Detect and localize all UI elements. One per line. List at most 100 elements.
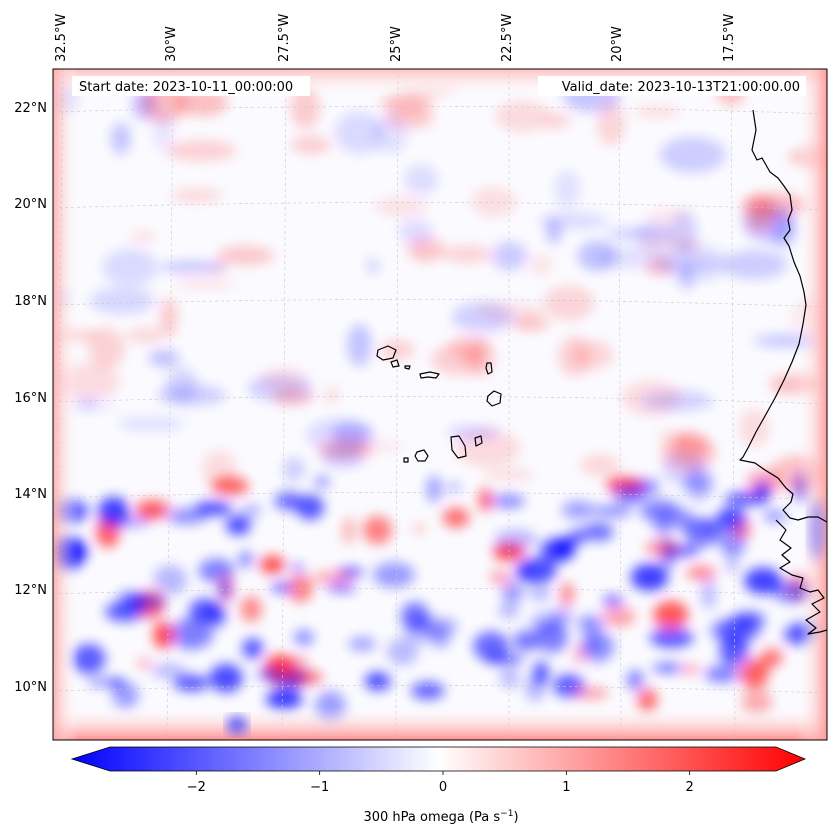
omega-blob	[661, 435, 716, 470]
island-brava	[403, 457, 409, 463]
omega-blob	[410, 681, 445, 700]
omega-blob	[225, 515, 251, 535]
omega-blob	[744, 567, 782, 595]
omega-blob	[582, 523, 614, 541]
omega-blob	[491, 241, 528, 271]
omega-blob	[400, 602, 430, 631]
omega-blob	[320, 447, 365, 468]
meridian-line	[618, 69, 622, 740]
omega-blob	[442, 245, 492, 263]
omega-blob	[554, 170, 581, 208]
omega-blob	[761, 655, 780, 668]
omega-blob	[287, 574, 313, 603]
omega-blob	[173, 675, 210, 692]
omega-blob	[72, 643, 106, 674]
map-panel: Start date: 2023-10-11_00:00:00 Valid_da…	[14, 14, 828, 741]
lat-label: 12°N	[14, 583, 47, 598]
omega-blob	[470, 186, 517, 218]
omega-blob	[374, 196, 428, 217]
colorbar-tick-label: −1	[310, 780, 329, 795]
omega-blob	[494, 529, 538, 550]
lat-label: 16°N	[14, 391, 47, 406]
colorbar-body	[70, 746, 807, 772]
island-sal	[485, 362, 493, 375]
omega-blob	[112, 681, 139, 709]
omega-blob	[207, 603, 226, 628]
omega-blob	[700, 578, 717, 610]
lon-label: 27.5°W	[277, 14, 292, 62]
omega-blob	[479, 487, 492, 512]
cape-verde-islands	[376, 345, 502, 463]
lon-label: 32.5°W	[54, 14, 69, 62]
omega-blob	[568, 529, 587, 545]
omega-blob	[277, 656, 309, 669]
omega-blob	[311, 570, 354, 585]
omega-blob	[334, 111, 385, 155]
omega-blob	[160, 297, 178, 339]
omega-blob	[542, 112, 571, 129]
omega-blob	[348, 636, 376, 652]
omega-blob	[605, 228, 672, 239]
omega-blob	[314, 476, 330, 488]
lon-label: 30°W	[164, 26, 179, 62]
omega-blob	[283, 457, 305, 482]
omega-blob	[483, 469, 536, 481]
island-sao-vicente	[390, 359, 400, 368]
start-date-label: Start date: 2023-10-11_00:00:00	[79, 80, 293, 95]
omega-blob	[724, 559, 740, 572]
colorbar-label: 300 hPa omega (Pa s−1)	[363, 809, 518, 825]
omega-blob	[111, 678, 124, 688]
omega-blob	[626, 669, 644, 691]
omega-blob	[293, 629, 314, 646]
colorbar-tick-label: −2	[187, 780, 206, 795]
omega-blob	[290, 87, 321, 129]
omega-blob	[325, 385, 339, 405]
africa-coastline	[739, 109, 827, 635]
omega-blob	[296, 494, 324, 520]
omega-blob	[652, 663, 684, 673]
omega-blob	[489, 571, 512, 584]
lon-label: 22.5°W	[500, 14, 515, 62]
parallel-line	[53, 202, 827, 211]
omega-blob	[166, 508, 208, 525]
omega-blob	[153, 621, 174, 649]
omega-blob	[169, 618, 214, 650]
omega-blob	[257, 668, 282, 681]
omega-blob	[150, 663, 187, 679]
omega-blob	[762, 511, 788, 522]
omega-blob	[89, 287, 156, 315]
island-fogo	[414, 449, 429, 462]
omega-blob	[240, 503, 262, 518]
valid-date-box	[538, 76, 806, 96]
omega-blob	[454, 429, 521, 468]
omega-blob	[242, 638, 264, 659]
omega-blob	[717, 616, 762, 644]
omega-blob	[209, 663, 243, 693]
omega-blob	[366, 258, 380, 274]
omega-blob	[577, 615, 604, 634]
omega-blob	[770, 211, 797, 249]
island-santo-antao	[376, 345, 397, 361]
lat-label: 18°N	[14, 294, 47, 309]
omega-blob	[561, 500, 596, 520]
parallel-line	[53, 492, 827, 501]
omega-blob	[170, 189, 224, 202]
omega-blob	[580, 631, 615, 663]
omega-blob	[159, 261, 227, 273]
start-date-box	[72, 76, 310, 96]
omega-blob	[580, 454, 620, 476]
lon-label: 20°W	[610, 26, 625, 62]
omega-blob	[274, 491, 303, 511]
omega-blob	[430, 625, 451, 649]
omega-blob	[412, 523, 426, 534]
omega-blob	[704, 665, 740, 683]
omega-blob	[697, 519, 725, 535]
omega-blob	[597, 102, 626, 146]
omega-blob	[555, 536, 574, 558]
omega-blob	[372, 562, 415, 588]
omega-blob	[473, 631, 509, 661]
omega-blob	[165, 140, 237, 162]
omega-blob	[739, 658, 769, 689]
omega-blob	[404, 164, 439, 195]
